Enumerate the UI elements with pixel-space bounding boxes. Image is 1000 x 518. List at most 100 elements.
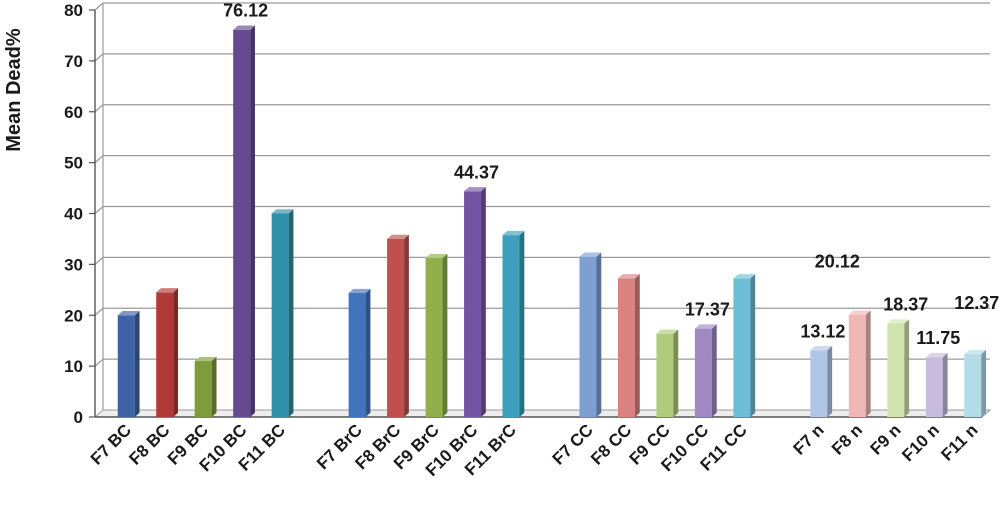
- bar-side: [827, 346, 833, 417]
- bar-top: [117, 311, 140, 316]
- bar-top: [464, 187, 486, 192]
- bar-front: [964, 354, 982, 417]
- bar: [925, 353, 948, 417]
- bar-front: [387, 238, 405, 417]
- bar: [887, 319, 910, 417]
- y-tick-label: 60: [64, 103, 83, 122]
- bar-top: [233, 25, 255, 30]
- bar-top: [579, 252, 602, 257]
- y-tick-labels: 0 10 20 30 40 50 60 70 80: [64, 1, 83, 427]
- bar: [233, 25, 255, 418]
- bar-front: [887, 323, 905, 417]
- bar-side: [173, 288, 179, 417]
- bar-top: [425, 253, 448, 259]
- data-label: 18.37: [883, 295, 928, 315]
- y-tick-label: 20: [64, 306, 83, 325]
- bar-front: [502, 235, 520, 417]
- x-tick-label: F11 n: [937, 420, 981, 464]
- bar-front: [733, 278, 751, 417]
- bar-side: [865, 310, 871, 417]
- bar-front: [810, 350, 828, 417]
- bar-side: [711, 324, 717, 417]
- bar: [271, 209, 294, 417]
- gridline-side: [94, 155, 104, 164]
- bar-top: [694, 324, 717, 329]
- y-axis-title: Mean Dead%: [3, 28, 25, 152]
- bar-top: [387, 234, 409, 239]
- bar-side: [673, 329, 679, 417]
- gridline-side: [94, 256, 104, 265]
- bar-side: [981, 349, 987, 417]
- bars: [117, 25, 987, 418]
- bar-top: [156, 288, 179, 293]
- bar-front: [848, 314, 866, 417]
- gridline-side: [94, 104, 104, 113]
- bar: [733, 274, 756, 417]
- bar-front: [694, 328, 712, 417]
- x-tick-label: F10 n: [898, 420, 943, 465]
- x-tick-label: F8 CC: [587, 420, 635, 468]
- x-tick-label: F8 BC: [125, 420, 173, 468]
- bar: [810, 346, 833, 417]
- bar-side: [904, 319, 910, 417]
- bar-side: [250, 25, 255, 418]
- bar-top: [964, 349, 987, 355]
- bar: [617, 274, 640, 417]
- bar-side: [288, 209, 294, 417]
- bar-side: [211, 356, 217, 417]
- gridline-side: [94, 358, 104, 367]
- gridline-side: [94, 2, 104, 11]
- y-tick-label: 70: [64, 52, 83, 71]
- bar-top: [502, 230, 525, 236]
- bar-side: [442, 253, 448, 417]
- bar-top: [348, 288, 371, 294]
- bar-front: [425, 258, 443, 417]
- bar-side: [481, 187, 486, 417]
- bar-top: [925, 353, 948, 358]
- data-label: 76.12: [223, 1, 268, 21]
- data-label: 17.37: [685, 300, 730, 320]
- data-label: 11.75: [916, 328, 960, 348]
- bar-front: [156, 292, 174, 417]
- bar-front: [464, 191, 482, 417]
- bar: [425, 253, 448, 417]
- x-tick-label: F7 BC: [87, 420, 135, 468]
- bar-top: [848, 310, 871, 315]
- bar: [656, 329, 679, 417]
- bar-side: [942, 353, 948, 417]
- bar-top: [194, 356, 217, 362]
- bar-side: [365, 288, 371, 417]
- y-tick-label: 10: [64, 357, 83, 376]
- bar: [348, 288, 371, 417]
- bar: [848, 310, 871, 417]
- y-tick-label: 30: [64, 255, 83, 274]
- bar-front: [617, 278, 635, 417]
- bar: [387, 234, 409, 417]
- bar-side: [596, 252, 602, 417]
- bar-top: [887, 319, 910, 324]
- y-tick-label: 0: [74, 408, 83, 427]
- bar-side: [519, 230, 525, 417]
- gridline-side: [94, 206, 104, 214]
- y-tick-label: 40: [64, 205, 83, 224]
- bar-front: [579, 256, 597, 417]
- bar-top: [617, 274, 640, 279]
- bar: [156, 288, 179, 417]
- data-labels: 76.12 44.37 17.37 13.12 20.12 18.37 11.75 12.37: [223, 1, 999, 348]
- bar: [694, 324, 717, 417]
- x-tick-label: F7 CC: [549, 420, 597, 468]
- bar: [464, 187, 486, 417]
- bar-top: [810, 346, 833, 351]
- data-label: 44.37: [454, 162, 499, 182]
- bar-side: [134, 311, 140, 417]
- data-label: 20.12: [815, 252, 860, 272]
- bar: [117, 311, 140, 417]
- y-tick-label: 50: [64, 154, 83, 173]
- bar-front: [925, 357, 943, 417]
- bar-front: [194, 361, 212, 417]
- bar-side: [634, 274, 640, 417]
- bar-front: [271, 213, 289, 417]
- gridline-side: [94, 307, 104, 316]
